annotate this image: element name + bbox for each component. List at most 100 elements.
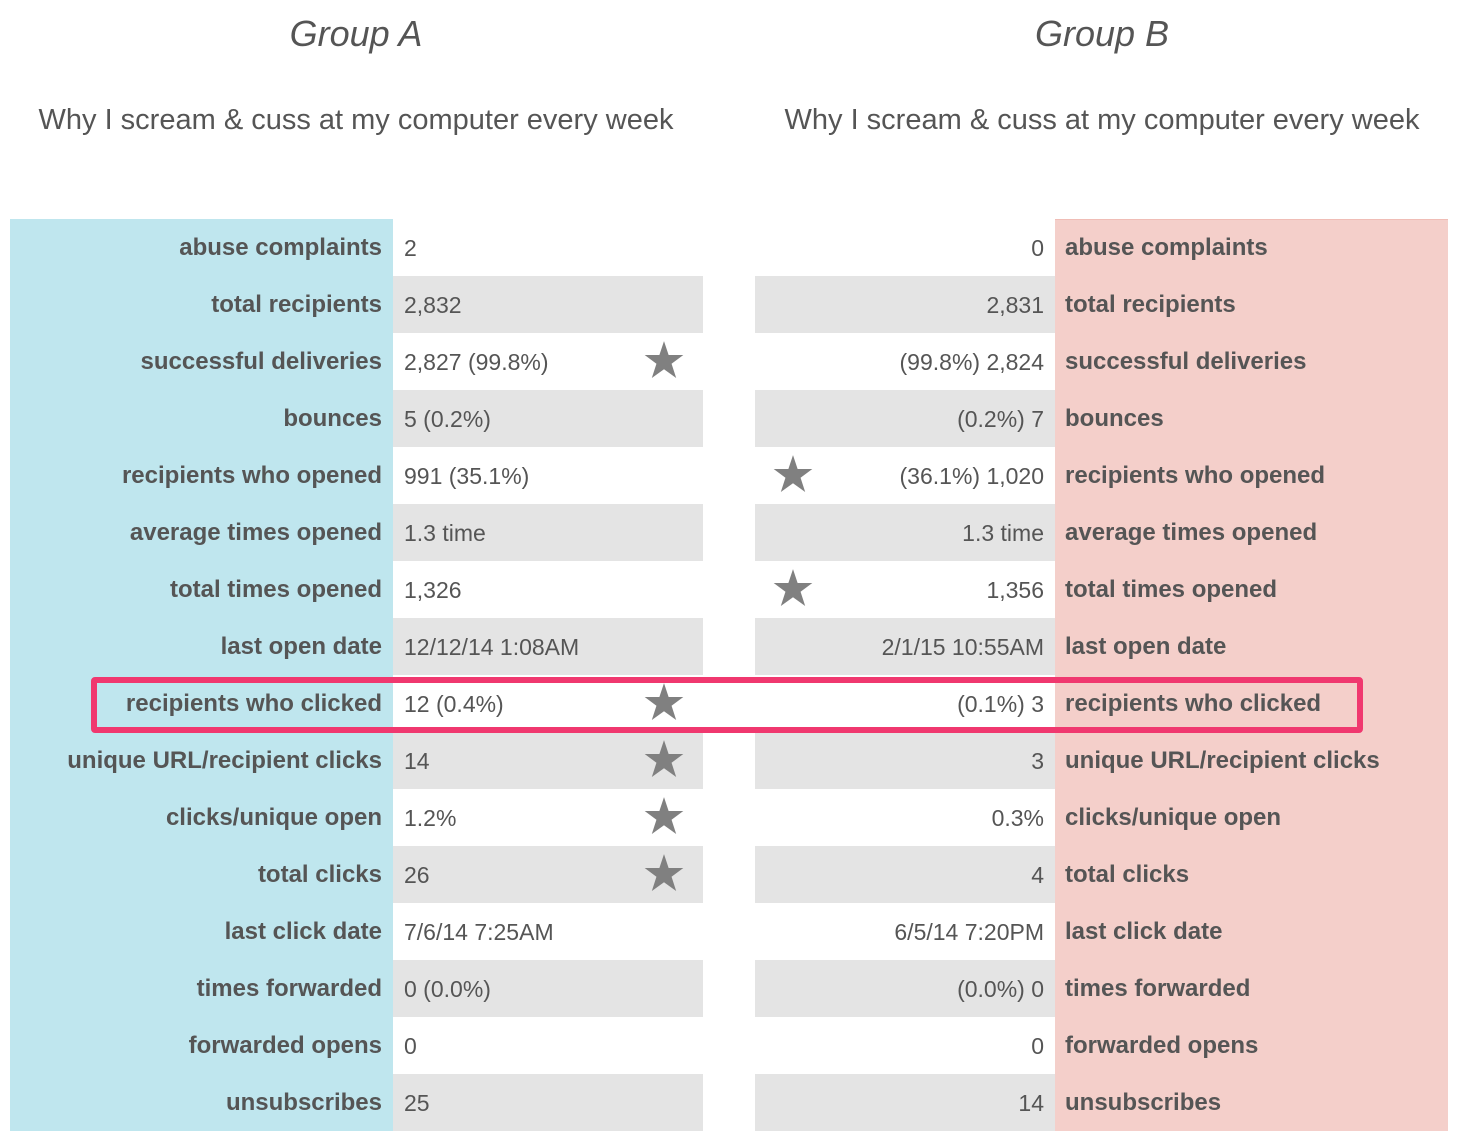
group-a-metric-label: last click date [224, 918, 382, 945]
group-b-value-cell [755, 504, 1055, 561]
group-a-metric-label: bounces [283, 405, 382, 432]
group-b-value-cell [755, 1074, 1055, 1131]
group-a-table-row: clicks/unique open 1.2% [10, 789, 703, 846]
group-b-subject-line: Why I scream & cuss at my computer every… [784, 104, 1420, 136]
group-a-value-cell [393, 846, 703, 903]
group-a-metric-label: total times opened [169, 576, 382, 603]
group-b-table-row: recipients who clicked (0.1%) 3 [755, 675, 1448, 732]
group-b-metric-label: last open date [1065, 633, 1227, 660]
group-a-table-row: total clicks 26 [10, 846, 703, 903]
group-b-metric-label: forwarded opens [1065, 1032, 1259, 1059]
group-b-table-row: times forwarded (0.0%) 0 [755, 960, 1448, 1017]
group-b-metric-label: unsubscribes [1065, 1089, 1222, 1116]
group-a-metric-label: recipients who opened [121, 462, 382, 489]
group-b-table-row: average times opened 1.3 time [755, 504, 1448, 561]
group-a-metric-value: 0 [404, 1033, 417, 1059]
group-a-metric-label: unique URL/recipient clicks [67, 747, 382, 774]
group-a-title: Group A [289, 13, 423, 54]
group-b-metric-value: 2/1/15 10:55AM [881, 634, 1044, 660]
group-a-subject-line: Why I scream & cuss at my computer every… [38, 104, 674, 136]
group-b-metric-value: 0.3% [991, 805, 1044, 831]
group-b-metric-value: 4 [1031, 862, 1044, 888]
star-icon [643, 339, 685, 381]
group-a-metric-value: 5 (0.2%) [404, 406, 491, 432]
group-b-metric-label: recipients who clicked [1065, 690, 1322, 717]
group-b-metric-label: total times opened [1065, 576, 1278, 603]
group-b-table-row: recipients who opened (36.1%) 1,020 [755, 447, 1448, 504]
group-a-metric-value: 26 [404, 862, 430, 888]
group-a-table-row: bounces 5 (0.2%) [10, 390, 703, 447]
group-a-metric-value: 1.3 time [404, 520, 486, 546]
group-a-metric-label: successful deliveries [140, 348, 382, 375]
group-b-table-row: total recipients 2,831 [755, 276, 1448, 333]
group-b-table-row: unsubscribes 14 [755, 1074, 1448, 1131]
group-a-metric-value: 2,827 (99.8%) [404, 349, 549, 375]
group-b-metric-label: abuse complaints [1065, 234, 1268, 261]
group-b-metric-value: 0 [1031, 235, 1044, 261]
group-a-metric-value: 7/6/14 7:25AM [404, 919, 554, 945]
group-a-metric-value: 0 (0.0%) [404, 976, 491, 1002]
group-a-metric-label: unsubscribes [225, 1089, 382, 1116]
star-icon [643, 738, 685, 780]
group-a-metric-label: average times opened [129, 519, 382, 546]
group-a-table-row: last open date 12/12/14 1:08AM [10, 618, 703, 675]
group-a-metric-value: 2 [404, 235, 417, 261]
group-b-table-row: last open date 2/1/15 10:55AM [755, 618, 1448, 675]
group-a-metric-value: 25 [404, 1090, 430, 1116]
group-b-metric-value: (0.1%) 3 [957, 691, 1044, 717]
group-a-metric-value: 12/12/14 1:08AM [404, 634, 580, 660]
group-b-table-row: abuse complaints 0 [755, 219, 1448, 276]
group-b-metric-label: last click date [1065, 918, 1223, 945]
group-b-metric-label: total clicks [1065, 861, 1190, 888]
group-a-metric-value: 14 [404, 748, 430, 774]
group-a-table-row: times forwarded 0 (0.0%) [10, 960, 703, 1017]
group-a-value-cell [393, 1074, 703, 1131]
group-a-table-row: recipients who opened 991 (35.1%) [10, 447, 703, 504]
group-a-metric-label: abuse complaints [179, 234, 382, 261]
group-b-table-row: bounces (0.2%) 7 [755, 390, 1448, 447]
group-a-metric-label: recipients who clicked [125, 690, 382, 717]
group-a-table-row: forwarded opens 0 [10, 1017, 703, 1074]
group-b-metric-value: 14 [1018, 1090, 1044, 1116]
group-b-metric-value: 3 [1031, 748, 1044, 774]
group-b-table-row: successful deliveries (99.8%) 2,824 [755, 333, 1448, 390]
group-a-label-column [10, 219, 393, 1131]
group-b-metric-label: clicks/unique open [1065, 804, 1282, 831]
group-a-metric-value: 1.2% [404, 805, 457, 831]
group-b-metric-value: (0.2%) 7 [957, 406, 1044, 432]
group-b-value-cell [755, 390, 1055, 447]
group-a-metric-value: 991 (35.1%) [404, 463, 530, 489]
group-a-table-row: last click date 7/6/14 7:25AM [10, 903, 703, 960]
group-a-value-cell [393, 390, 703, 447]
group-b-table-row: unique URL/recipient clicks 3 [755, 732, 1448, 789]
group-a-table-row: unsubscribes 25 [10, 1074, 703, 1131]
group-b-metric-value: (99.8%) 2,824 [899, 349, 1044, 375]
group-a-metric-label: total recipients [211, 291, 382, 318]
group-b-value-cell [755, 846, 1055, 903]
star-icon [643, 852, 685, 894]
group-b-value-cell [755, 732, 1055, 789]
group-a-table-row: total times opened 1,326 [10, 561, 703, 618]
group-b-metric-label: successful deliveries [1065, 348, 1307, 375]
group-b-metric-value: 6/5/14 7:20PM [894, 919, 1044, 945]
group-b-value-cell [755, 618, 1055, 675]
group-a-metric-label: times forwarded [196, 975, 382, 1002]
group-a-value-cell [393, 504, 703, 561]
group-b-metric-label: recipients who opened [1065, 462, 1326, 489]
group-b-table-row: forwarded opens 0 [755, 1017, 1448, 1074]
group-b-metric-value: 2,831 [986, 292, 1044, 318]
group-b-table-row: total clicks 4 [755, 846, 1448, 903]
group-a-table-row: successful deliveries 2,827 (99.8%) [10, 333, 703, 390]
star-icon [772, 453, 814, 495]
group-b-metric-value: 1,356 [986, 577, 1044, 603]
group-b-metric-label: total recipients [1065, 291, 1236, 318]
group-b-metric-value: 0 [1031, 1033, 1044, 1059]
group-b-value-cell [755, 960, 1055, 1017]
group-b-table-row: last click date 6/5/14 7:20PM [755, 903, 1448, 960]
group-a-metric-label: clicks/unique open [165, 804, 382, 831]
group-b-metric-value: (0.0%) 0 [957, 976, 1044, 1002]
star-icon [643, 681, 685, 723]
group-b-value-cell [755, 276, 1055, 333]
star-icon [643, 795, 685, 837]
group-a-value-cell [393, 960, 703, 1017]
